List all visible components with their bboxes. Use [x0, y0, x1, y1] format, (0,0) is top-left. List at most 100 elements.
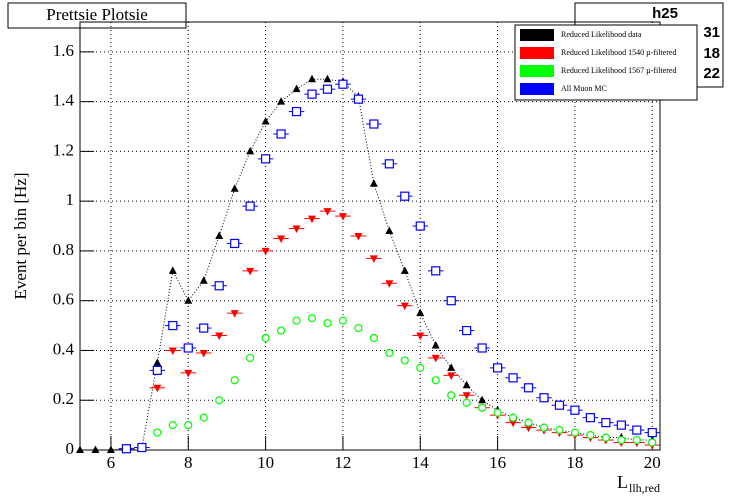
- y-tick-label: 0.2: [53, 389, 74, 408]
- data-marker: [292, 225, 301, 234]
- y-tick-label: 0: [66, 439, 75, 458]
- legend-label: All Muon MC: [561, 84, 607, 93]
- data-marker: [384, 159, 394, 169]
- legend-label: Reduced Likelihood 1540 µ-filtered: [561, 48, 676, 57]
- data-marker: [601, 433, 610, 442]
- data-marker: [168, 347, 177, 355]
- data-marker: [385, 280, 394, 288]
- data-marker: [276, 326, 286, 335]
- x-axis-label-sub: llh,red: [629, 481, 660, 495]
- data-marker: [230, 238, 240, 249]
- x-tick-label: 12: [334, 453, 351, 472]
- legend-label: Reduced Likelihood 1567 µ-filtered: [561, 66, 676, 75]
- data-marker: [385, 226, 394, 235]
- data-marker: [493, 363, 503, 373]
- data-marker: [431, 354, 440, 363]
- data-marker: [199, 276, 208, 284]
- data-marker: [632, 425, 642, 435]
- data-marker: [168, 266, 177, 274]
- x-tick-label: 6: [107, 453, 116, 472]
- data-marker: [369, 333, 378, 343]
- data-marker: [447, 363, 456, 371]
- stats-name: h25: [652, 5, 678, 22]
- stats-value: 31: [703, 24, 720, 41]
- data-marker: [416, 308, 425, 317]
- data-marker: [152, 365, 162, 375]
- data-marker: [416, 363, 425, 372]
- data-marker: [292, 84, 301, 93]
- data-marker: [478, 395, 487, 404]
- legend-swatch: [520, 65, 554, 77]
- data-marker: [215, 396, 224, 405]
- y-tick-label: 0.8: [53, 240, 74, 259]
- data-marker: [508, 373, 518, 383]
- data-marker: [462, 398, 471, 407]
- data-marker: [477, 343, 487, 353]
- data-marker: [277, 97, 286, 105]
- data-marker: [261, 247, 270, 256]
- y-tick-label: 1.2: [53, 140, 74, 159]
- data-marker: [554, 400, 565, 410]
- title-box: [7, 2, 187, 29]
- plot-frame: [79, 21, 661, 451]
- data-marker: [400, 191, 410, 201]
- data-marker: [508, 413, 518, 422]
- data-marker: [648, 438, 657, 447]
- data-marker: [400, 266, 409, 274]
- data-marker: [431, 340, 440, 349]
- data-marker: [524, 418, 533, 427]
- y-tick-label: 1.6: [53, 41, 74, 60]
- stats-value: 22: [703, 65, 720, 82]
- data-marker: [353, 94, 363, 104]
- data-marker: [338, 79, 348, 89]
- data-marker: [431, 376, 440, 385]
- legend-swatch: [520, 29, 554, 41]
- data-marker: [369, 119, 379, 129]
- data-marker: [246, 267, 255, 276]
- data-marker: [369, 255, 378, 263]
- data-marker: [245, 201, 255, 211]
- data-marker: [478, 403, 487, 412]
- data-marker: [230, 310, 239, 318]
- data-marker: [323, 208, 332, 216]
- legend-label: Reduced Likelihood data: [561, 30, 642, 39]
- data-marker: [307, 89, 317, 99]
- data-marker: [214, 281, 224, 291]
- data-marker: [509, 419, 518, 428]
- data-marker: [215, 231, 224, 239]
- data-marker: [555, 425, 564, 435]
- data-marker: [338, 316, 348, 325]
- data-marker: [647, 427, 657, 438]
- data-marker: [617, 435, 626, 445]
- data-marker: [292, 316, 301, 325]
- y-tick-label: 1: [66, 190, 75, 209]
- data-marker: [215, 332, 224, 341]
- data-marker: [183, 343, 193, 353]
- x-tick-label: 14: [412, 453, 430, 472]
- data-marker: [137, 442, 147, 453]
- chart-title: Prettsie Plotsie: [46, 5, 148, 24]
- data-marker: [400, 302, 409, 311]
- data-marker: [230, 376, 239, 385]
- x-tick-label: 10: [257, 453, 274, 472]
- data-marker: [322, 84, 333, 94]
- y-axis-label: Event per bin [Hz]: [11, 173, 30, 300]
- x-tick-label: 16: [489, 453, 506, 472]
- data-marker: [307, 314, 317, 323]
- data-marker: [539, 423, 549, 432]
- data-marker: [168, 320, 178, 331]
- x-tick-label: 8: [184, 453, 193, 472]
- data-marker: [246, 146, 255, 155]
- data-marker: [400, 356, 409, 365]
- data-marker: [199, 323, 209, 333]
- data-marker: [308, 215, 316, 224]
- y-tick-label: 1.4: [53, 91, 75, 110]
- data-marker: [121, 444, 132, 454]
- data-marker: [462, 392, 471, 400]
- data-marker: [153, 428, 162, 437]
- data-marker: [523, 383, 534, 393]
- data-marker: [323, 318, 332, 328]
- data-marker: [447, 391, 456, 400]
- data-marker: [462, 380, 471, 389]
- data-marker: [354, 323, 363, 333]
